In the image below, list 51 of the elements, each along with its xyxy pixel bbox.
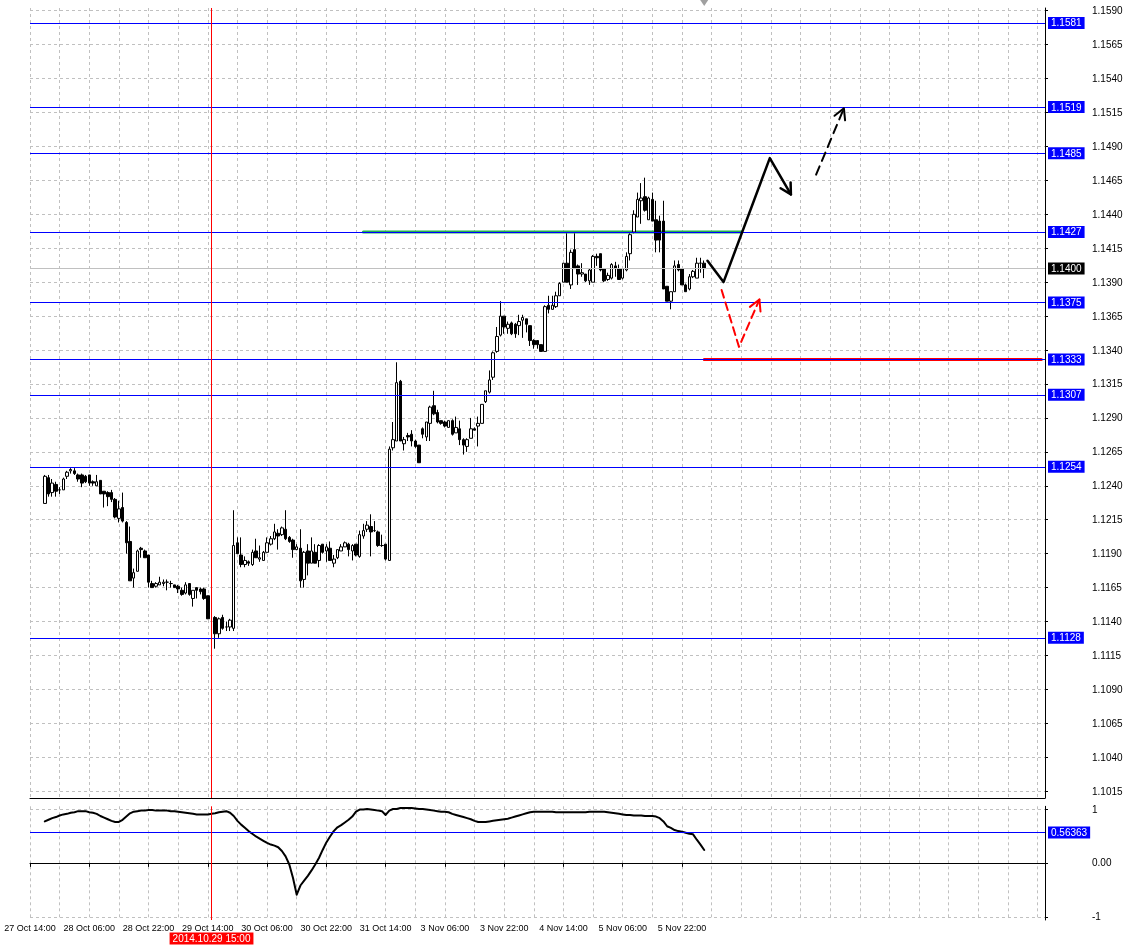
ref-line-label: 1.1333 [1051, 354, 1083, 366]
y-tick-label: 1.1515 [1092, 107, 1124, 119]
x-tick-label: 29 Oct 14:00 [182, 922, 234, 933]
y-tick-label: 1.1565 [1092, 39, 1124, 51]
ref-line-label: 1.1128 [1051, 632, 1082, 644]
y-tick-label: 1.1265 [1092, 446, 1124, 458]
y-tick-label: 1.1165 [1092, 582, 1123, 594]
x-tick-label: 27 Oct 14:00 [4, 922, 56, 933]
y-tick-label: 1.1390 [1092, 276, 1124, 288]
x-tick-label: 4 Nov 14:00 [539, 922, 588, 933]
y-tick-label: 1.1190 [1092, 548, 1123, 560]
y-tick-label: 1.1290 [1092, 412, 1124, 424]
y-tick-label: 1.1115 [1092, 649, 1122, 661]
y-tick-label: 1.1415 [1092, 242, 1124, 254]
y-tick-label: 1.1365 [1092, 310, 1124, 322]
y-tick-label: 1.1240 [1092, 480, 1124, 492]
x-tick-label: 5 Nov 06:00 [598, 922, 647, 933]
y-tick-label: 1.1040 [1092, 751, 1124, 763]
x-tick-label: 2014.10.29 15:00 [172, 933, 251, 944]
x-tick-label: 3 Nov 22:00 [479, 922, 529, 933]
y-tick-label: 1.1340 [1092, 344, 1124, 356]
y-tick-label: 1.1090 [1092, 683, 1124, 695]
x-tick-label: 31 Oct 14:00 [359, 922, 412, 933]
y-tick-label: 1.1065 [1092, 717, 1124, 729]
x-tick-label: 5 Nov 22:00 [657, 922, 707, 933]
y-tick-label: 1.1440 [1092, 208, 1124, 220]
y-tick-label: 0.00 [1092, 857, 1112, 869]
x-tick-label: 28 Oct 22:00 [122, 922, 175, 933]
x-tick-label: 30 Oct 22:00 [300, 922, 353, 933]
y-tick-label: 1.1590 [1092, 5, 1124, 17]
y-tick-label: 1.1215 [1092, 514, 1124, 526]
x-tick-label: 3 Nov 06:00 [420, 922, 470, 933]
y-tick-label: 1.1490 [1092, 140, 1124, 152]
ref-line-label: 1.1254 [1051, 461, 1083, 473]
y-tick-label: 1.1465 [1092, 174, 1124, 186]
ref-line-label: 1.1581 [1051, 17, 1083, 29]
y-tick-label: 1.1140 [1092, 616, 1123, 628]
x-tick-label: 30 Oct 06:00 [241, 922, 293, 933]
y-tick-label: 1 [1092, 803, 1098, 815]
y-tick-label: 1.1015 [1092, 785, 1124, 797]
ref-line-label: 1.1400 [1051, 263, 1083, 275]
y-tick-label: 1.1540 [1092, 73, 1124, 85]
y-tick-label: 1.1315 [1092, 378, 1124, 390]
ref-line-label: 1.1375 [1051, 297, 1083, 309]
ref-line-label: 0.56363 [1051, 827, 1088, 839]
y-tick-label: -1 [1092, 911, 1102, 923]
ref-line-label: 1.1427 [1051, 226, 1083, 238]
ref-line-label: 1.1307 [1051, 389, 1083, 401]
x-tick-label: 28 Oct 06:00 [63, 922, 116, 933]
ref-line-label: 1.1485 [1051, 147, 1083, 159]
ref-line-label: 1.1519 [1051, 101, 1083, 113]
